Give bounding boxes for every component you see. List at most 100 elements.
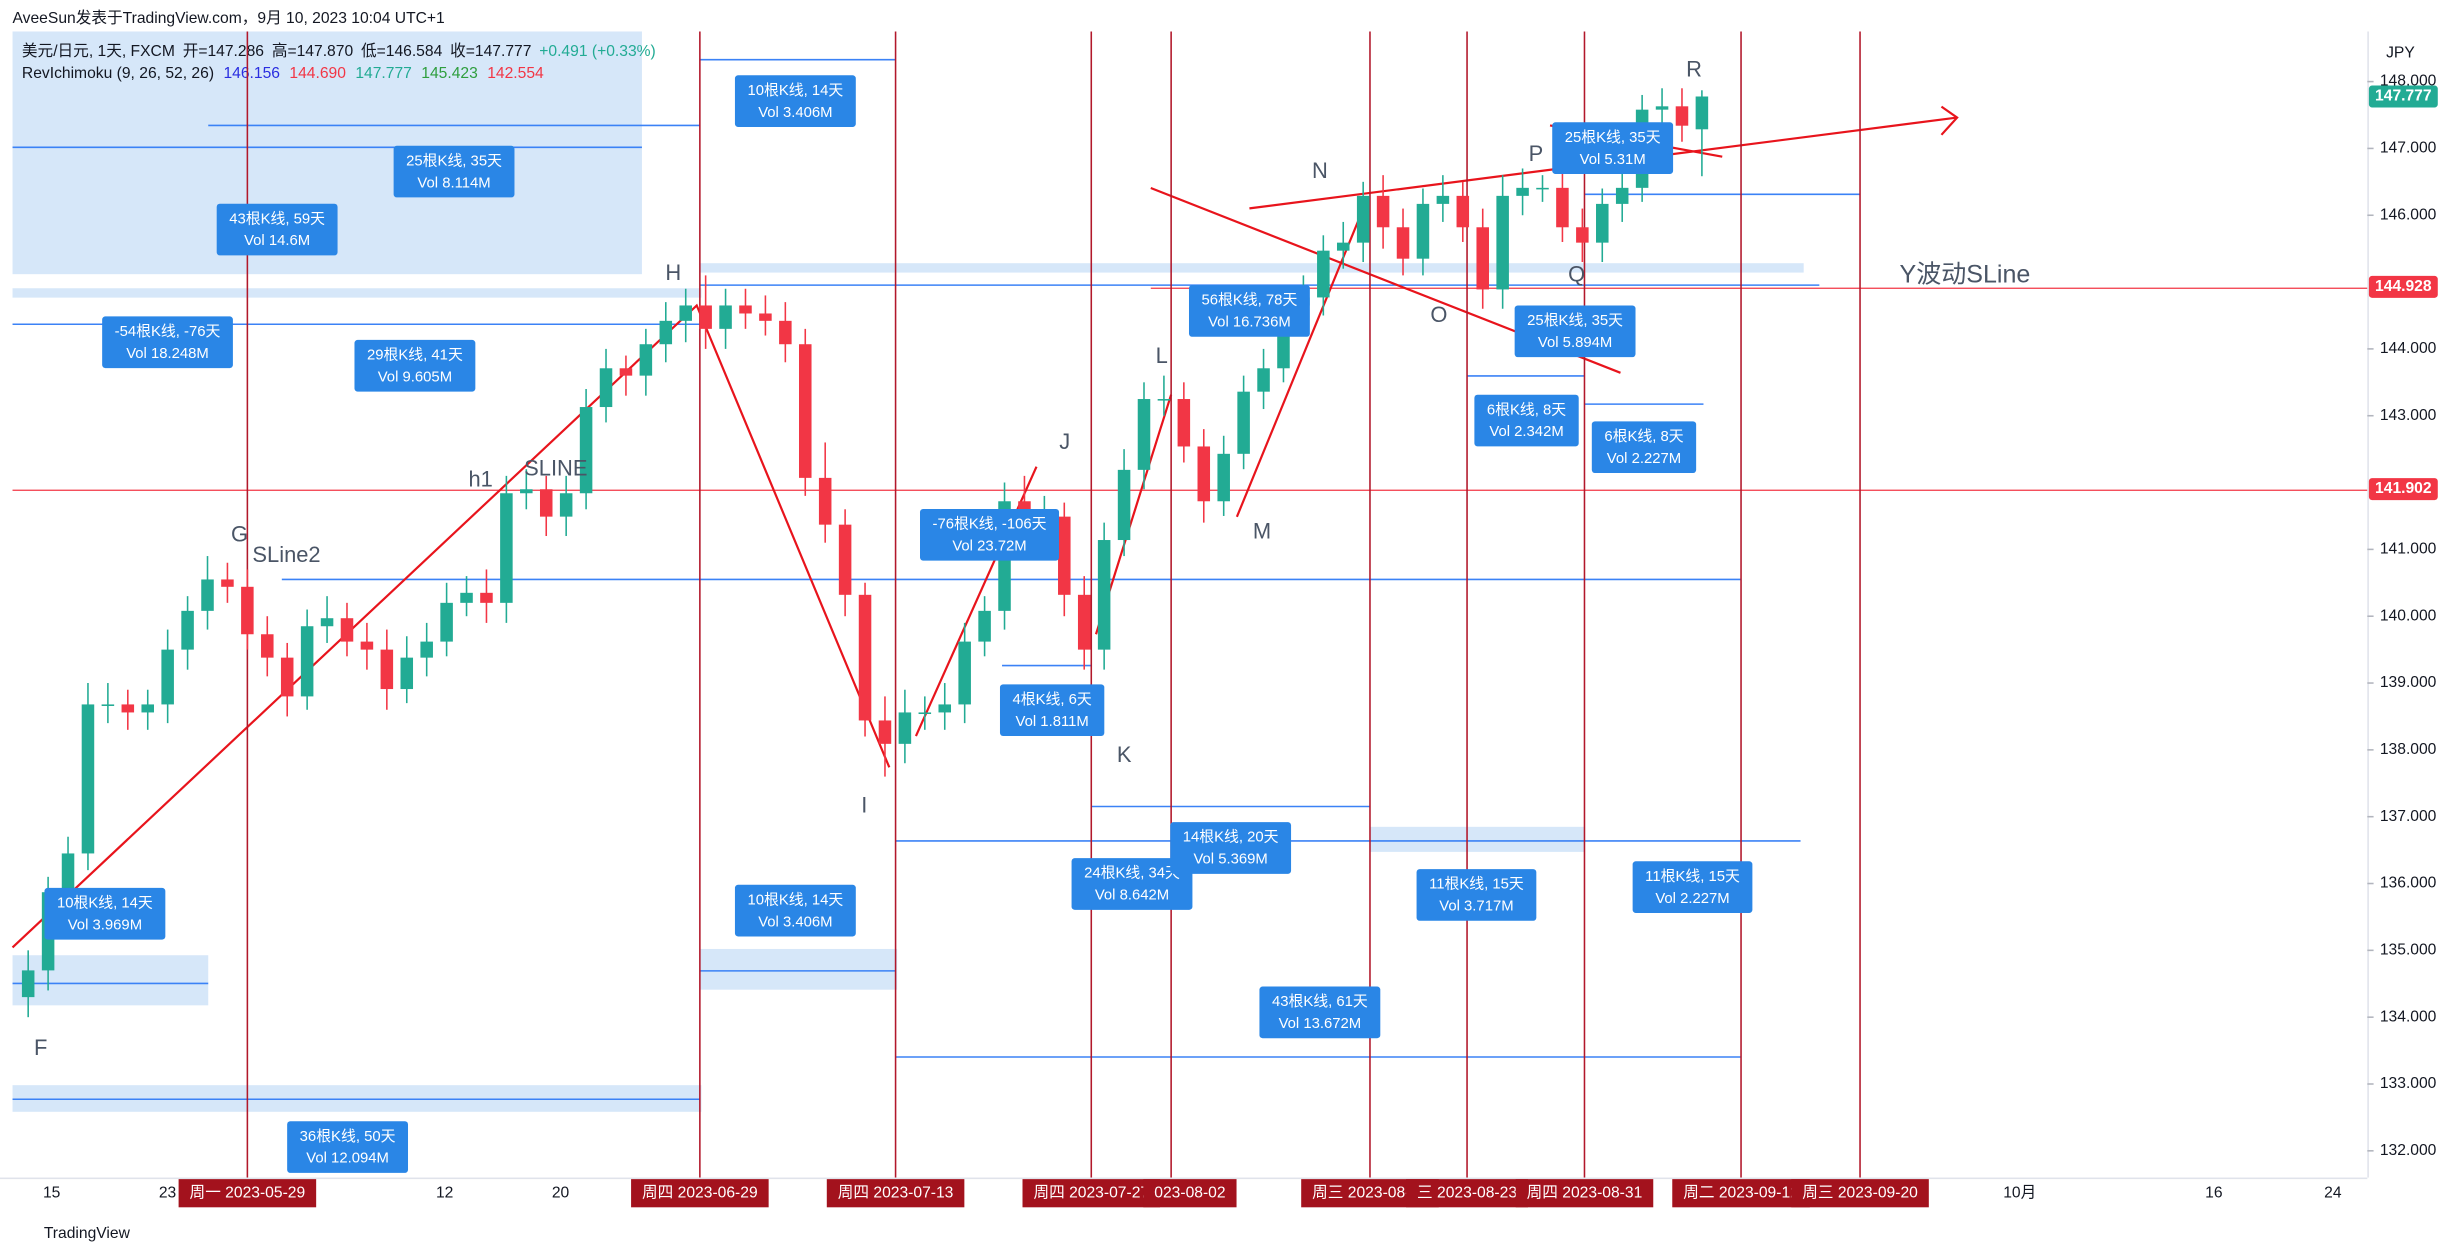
marker-label: M xyxy=(1253,518,1271,543)
candle-body xyxy=(81,704,95,854)
candle-body xyxy=(360,641,374,650)
candle-body xyxy=(1536,187,1549,190)
candle xyxy=(420,622,433,677)
candle xyxy=(659,302,673,363)
annotation-text: 24根K线, 34天 xyxy=(1084,865,1180,882)
candle-body xyxy=(440,602,453,642)
price-label: 141.902 xyxy=(2375,480,2432,497)
x-tick-label: 10月 xyxy=(2003,1184,2036,1201)
candle xyxy=(639,328,653,396)
annotation-text: 43根K线, 59天 xyxy=(229,210,325,227)
candle-body xyxy=(958,641,971,705)
candle-body xyxy=(1117,469,1131,541)
annotation-text: Vol 16.736M xyxy=(1208,315,1291,331)
candle-body xyxy=(1237,391,1250,454)
marker-label: Q xyxy=(1568,262,1585,287)
annotation-text: Vol 5.31M xyxy=(1580,152,1646,168)
date-flag-box xyxy=(1672,1179,1810,1208)
marker-label: h1 xyxy=(468,467,492,492)
annotation: 11根K线, 15天 Vol 3.717M xyxy=(1416,869,1537,921)
annotation-box xyxy=(393,145,515,198)
legend-text: 美元/日元, 1天, FXCM xyxy=(22,42,175,60)
candle xyxy=(1655,88,1669,129)
annotation-text: Vol 8.114M xyxy=(417,175,490,191)
annotation: 6根K线, 8天 Vol 2.227M xyxy=(1591,421,1697,473)
annotation-text: 14根K线, 20天 xyxy=(1183,829,1279,846)
candle-body xyxy=(639,344,653,376)
candle-body xyxy=(1396,227,1410,259)
candle xyxy=(280,642,294,717)
candle xyxy=(1456,181,1470,242)
candle xyxy=(559,475,573,537)
price-label: 144.928 xyxy=(2375,278,2432,295)
x-tick-label: 23 xyxy=(159,1184,177,1201)
candle xyxy=(878,696,892,777)
candle-body xyxy=(599,368,613,408)
annotation-text: 4根K线, 6天 xyxy=(1013,691,1092,708)
annotation-box xyxy=(1170,822,1292,874)
candle xyxy=(1576,208,1589,263)
candle-body xyxy=(1496,195,1509,290)
annotation-box xyxy=(1591,421,1697,473)
marker-label: O xyxy=(1430,302,1447,327)
candle-body xyxy=(559,493,573,517)
candle-body xyxy=(699,305,712,329)
marker-label: R xyxy=(1686,56,1702,81)
candle xyxy=(719,288,732,349)
candle-body xyxy=(480,592,493,603)
marker-label: Y波动SLine xyxy=(1900,260,2031,288)
candle-body xyxy=(161,649,174,705)
indicator-value: 144.690 xyxy=(289,65,346,82)
date-flag-label: 周三 2023-09-20 xyxy=(1802,1184,1918,1201)
annotation-text: Vol 14.6M xyxy=(244,233,310,249)
candle-body xyxy=(261,634,274,658)
candle-body xyxy=(1416,203,1430,259)
annotation: 4根K线, 6天 Vol 1.811M xyxy=(999,684,1105,737)
annotation-text: 25根K线, 35天 xyxy=(1527,312,1623,329)
annotation: 14根K线, 20天 Vol 5.369M xyxy=(1170,822,1292,874)
marker-label: K xyxy=(1117,742,1132,767)
indicator-value: 142.554 xyxy=(487,65,544,82)
y-tick-label: 136.000 xyxy=(2380,875,2437,892)
annotation: 10根K线, 14天 Vol 3.969M xyxy=(44,887,166,940)
annotation: 25根K线, 35天 Vol 5.894M xyxy=(1514,305,1636,358)
marker-label: I xyxy=(861,792,867,817)
marker-label: N xyxy=(1312,158,1328,183)
price-label-box xyxy=(2368,275,2438,298)
candle xyxy=(1058,502,1071,617)
candle xyxy=(380,629,394,710)
legend-text: 开=147.286 xyxy=(183,43,265,60)
candle xyxy=(360,622,374,670)
annotation-box xyxy=(1514,305,1636,358)
annotation: 24根K线, 34天 Vol 8.642M xyxy=(1071,858,1193,910)
annotation-text: 10根K线, 14天 xyxy=(747,891,843,908)
candle-body xyxy=(1137,399,1151,470)
candle xyxy=(699,275,712,349)
candle-body xyxy=(21,970,35,998)
candle-body xyxy=(838,524,852,595)
candle xyxy=(1436,175,1450,222)
candle-body xyxy=(500,493,513,603)
y-tick-label: 138.000 xyxy=(2380,741,2437,758)
y-tick-label: 147.000 xyxy=(2380,140,2437,157)
annotation: 43根K线, 59天 Vol 14.6M xyxy=(216,203,338,256)
candle-body xyxy=(221,579,234,587)
candle xyxy=(938,683,952,730)
date-flag: 周二 2023-09-12 xyxy=(1672,1179,1810,1208)
candle xyxy=(619,355,633,396)
indicator-value: 145.423 xyxy=(421,65,478,82)
date-flag: 周四 2023-06-29 xyxy=(631,1179,769,1208)
annotation: 10根K线, 14天 Vol 3.406M xyxy=(734,884,856,937)
candle-body xyxy=(1556,187,1569,228)
candle-body xyxy=(520,489,533,494)
candle-body xyxy=(1615,187,1629,204)
y-tick-label: 143.000 xyxy=(2380,407,2437,424)
candle xyxy=(1157,375,1171,416)
annotation-text: 36根K线, 50天 xyxy=(300,1128,396,1145)
annotation: 6根K线, 8天 Vol 2.342M xyxy=(1474,394,1579,447)
annotation-text: Vol 8.642M xyxy=(1095,888,1169,904)
x-tick-label: 12 xyxy=(436,1184,453,1201)
annotation-box xyxy=(354,339,476,392)
candle xyxy=(141,689,154,730)
candle-body xyxy=(141,704,154,713)
